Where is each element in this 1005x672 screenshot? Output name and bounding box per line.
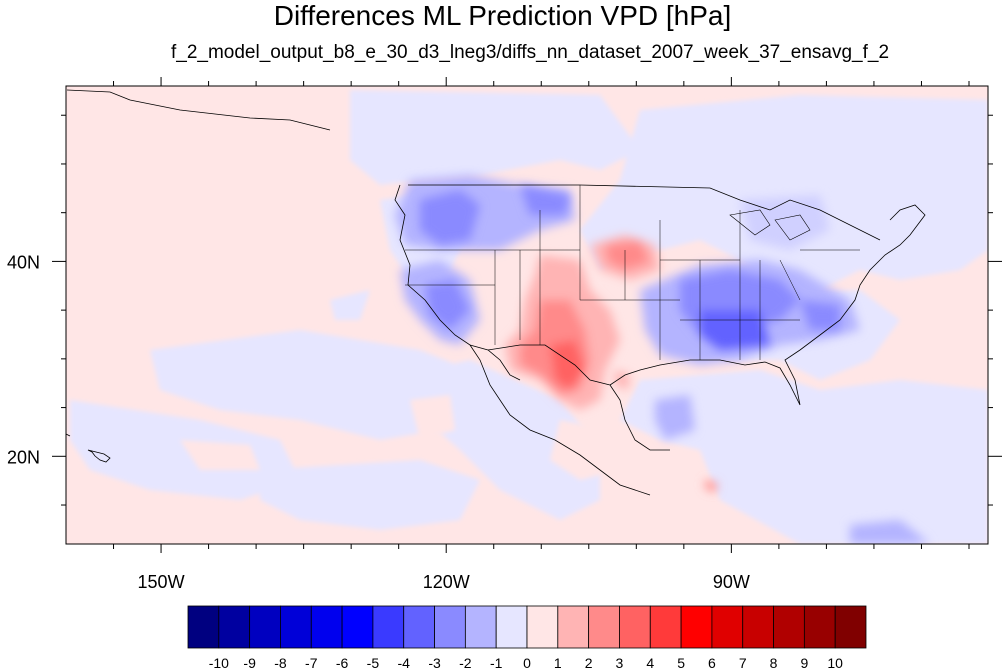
colorbar-box [218,605,251,649]
colorbar-label: -3 [428,655,441,671]
colorbar-label: 9 [800,655,808,671]
colorbar-box [680,605,713,649]
y-tick-label: 40N [7,252,40,272]
colorbar-label: -10 [209,655,229,671]
region-small [330,290,370,320]
hawaii-west [66,433,71,437]
colorbar-label: -6 [336,655,349,671]
axis-ticks: 150W 120W 90W 40N 20N [7,77,1002,592]
colorbar-label: -5 [367,655,380,671]
colorbar-label: -2 [459,655,472,671]
region-gulf-spot [655,395,695,440]
colorbar-label: -9 [243,655,256,671]
colorbar-label: 10 [827,655,843,671]
colorbar-box [249,605,281,649]
core-carolinas [800,300,840,330]
colorbar-box [619,605,651,649]
region-gulf-caribbean [620,370,988,544]
region-north [350,90,640,185]
great-lakes [729,209,811,241]
gulf-atlantic-coast [609,204,926,406]
colorbar-box [557,605,590,649]
x-tick-label: 90W [713,572,750,592]
region-great-lakes [740,195,830,250]
gulf-mexico-west-coast [609,384,670,451]
southern-border [487,344,611,386]
colorbar-box [649,605,682,649]
region-pacific-3 [260,460,480,530]
colorbar-label: 5 [677,655,685,671]
state-lines [405,185,860,360]
core-northwest [420,190,480,245]
colorbar-label: 6 [708,655,716,671]
colorbar-box [372,605,405,649]
colorbar-label: 3 [616,655,624,671]
boundaries [66,89,926,496]
y-tick-label: 20N [7,447,40,467]
patch-2 [550,420,620,480]
colorbar-label: 0 [523,655,531,671]
colorbar-label: -1 [490,655,503,671]
colorbar-label: -4 [398,655,411,671]
spot-ocean [705,480,718,492]
region-pacific-2 [70,400,300,500]
plot-title: Differences ML Prediction VPD [hPa] [273,0,732,31]
colorbar-label: -8 [274,655,287,671]
colorbar-box [588,605,620,649]
colorbar-box [434,605,466,649]
x-tick-label: 120W [423,572,470,592]
colorbar-label: 8 [770,655,778,671]
region-pacific-1 [150,330,480,440]
core-plains [605,240,650,270]
northern-border [408,184,881,241]
colorbar-box [526,605,559,649]
colorbar-label: 2 [585,655,593,671]
colorbar: -10 -9 -8 -7 -6 -5 -4 -3 -2 -1 0 1 2 3 4 5 6 7 8 9 10 [187,605,867,671]
colorbar-box [495,605,528,649]
colorbar-box [773,605,805,649]
colorbar-label: -7 [305,655,318,671]
colorbar-box [464,605,497,649]
x-tick-label: 150W [138,572,185,592]
colorbar-box [187,605,220,649]
mexico-pacific-coast [469,344,651,496]
core-california [425,280,470,330]
pacific-coast [394,184,521,381]
patch-3 [180,440,260,470]
region-south-spot [850,520,930,544]
plot-subtitle: f_2_model_output_b8_e_30_d3_lneg3/diffs_… [170,42,890,63]
colorbar-box [834,605,867,649]
positive-regions [505,235,718,492]
alaska-coast [66,89,331,131]
colorbar-box [711,605,744,649]
hawaii [87,449,111,463]
colorbar-label: 1 [554,655,562,671]
peak-southwest [550,340,585,390]
colorbar-box [310,605,343,649]
map-frame [65,85,989,545]
patch-1 [410,395,455,440]
colorbar-box [341,605,374,649]
core-north [520,185,570,215]
pink-patches [180,395,620,480]
colorbar-box [280,605,312,649]
colorbar-label: 7 [739,655,747,671]
colorbar-box [403,605,435,649]
colorbar-label: 4 [646,655,654,671]
colorbar-box [742,605,774,649]
map-area [66,86,988,544]
colorbar-box [803,605,836,649]
